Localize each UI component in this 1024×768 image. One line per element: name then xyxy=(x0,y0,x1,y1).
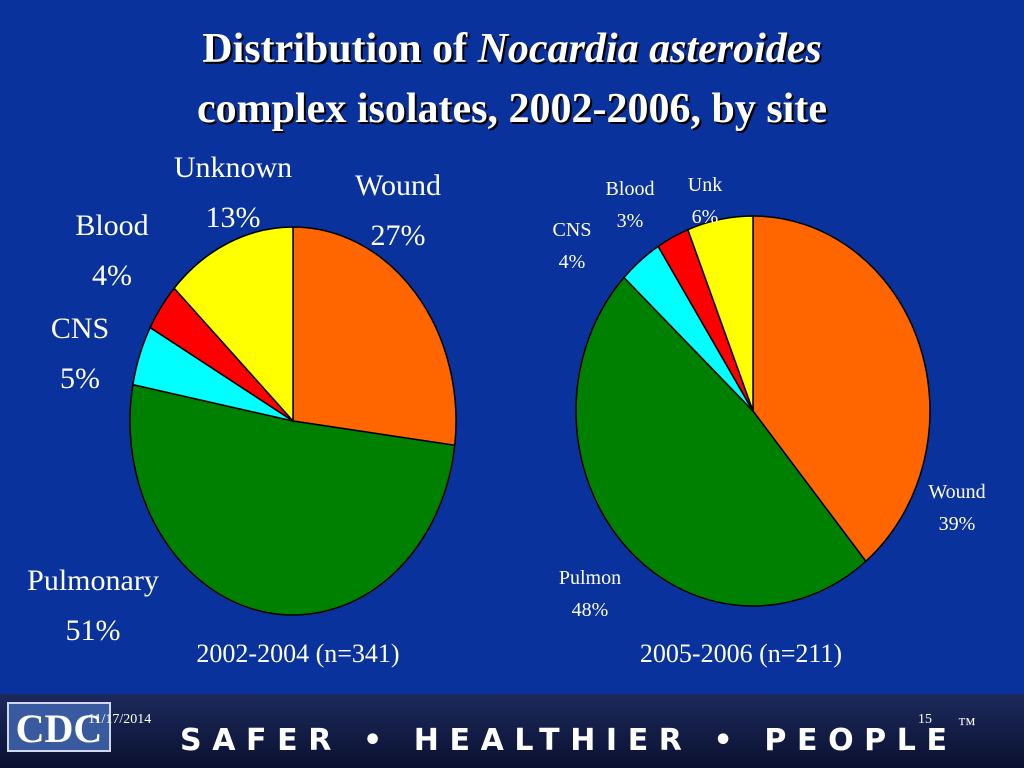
slice-label: Pulmonary xyxy=(27,564,159,597)
slice-label: Wound xyxy=(355,169,441,202)
pie-slice xyxy=(575,276,867,607)
slice-label: Blood xyxy=(606,178,655,200)
value-label: 5% xyxy=(60,362,100,395)
value-label: 6% xyxy=(692,206,719,228)
pie-slice xyxy=(173,226,294,423)
pie-slice xyxy=(752,215,931,563)
logo: CDC xyxy=(16,706,103,751)
chart-subtitle: 2002-2004 (n=341) xyxy=(196,639,399,668)
pie-slice xyxy=(129,383,456,616)
value-label: 51% xyxy=(66,614,121,647)
pie-slice xyxy=(686,215,754,412)
page-number: 15 xyxy=(918,712,932,727)
chart-subtitle: 2005-2006 (n=211) xyxy=(640,639,842,668)
slice-label: Unknown xyxy=(174,151,292,184)
footer-date: 11/17/2014 xyxy=(88,712,151,727)
value-label: 13% xyxy=(206,201,261,234)
title-part: Distribution of xyxy=(202,26,477,72)
value-label: 4% xyxy=(92,259,132,292)
slice-label: CNS xyxy=(51,312,109,345)
pie-slice xyxy=(292,226,457,447)
title-part: Nocardia asteroides xyxy=(477,26,822,72)
value-label: 27% xyxy=(371,219,426,252)
slide-title: complex isolates, 2002-2006, by site xyxy=(197,86,827,132)
value-label: 4% xyxy=(559,251,586,273)
slice-label: Pulmon xyxy=(559,567,621,589)
trademark: ™ xyxy=(958,714,976,734)
slide-title: Distribution of Nocardia asteroides xyxy=(202,26,822,72)
slice-label: Blood xyxy=(75,209,148,242)
slice-label: CNS xyxy=(553,219,592,241)
value-label: 48% xyxy=(572,599,609,621)
value-label: 39% xyxy=(939,513,976,535)
logo-box xyxy=(7,702,111,752)
value-label: 3% xyxy=(617,210,644,232)
slice-label: Wound xyxy=(928,481,985,503)
footer-bar xyxy=(0,694,1024,768)
slice-label: Unk xyxy=(688,174,722,196)
